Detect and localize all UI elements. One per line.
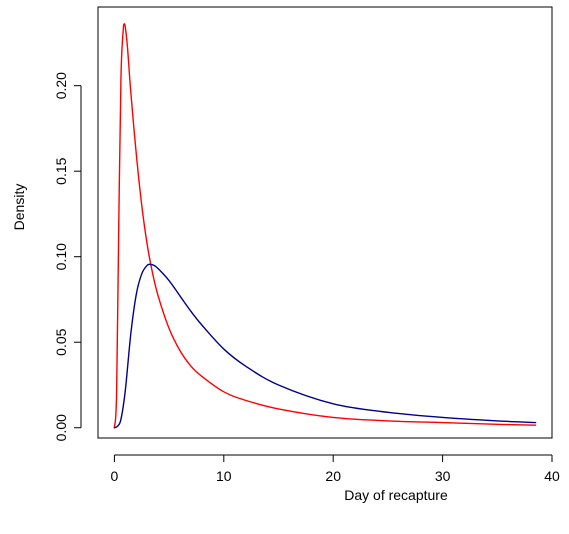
x-tick-label: 20 bbox=[325, 468, 341, 484]
x-tick-label: 10 bbox=[216, 468, 232, 484]
y-axis: 0.00 0.05 0.10 0.15 0.20 bbox=[53, 72, 82, 441]
series-line-red bbox=[113, 23, 537, 429]
series-group bbox=[113, 23, 537, 429]
x-axis-title: Day of recapture bbox=[344, 487, 448, 503]
x-tick-label: 0 bbox=[111, 468, 119, 484]
y-tick-label: 0.10 bbox=[53, 243, 69, 270]
series-line-blue bbox=[113, 263, 537, 429]
plot-frame bbox=[97, 6, 553, 439]
y-axis-title: Density bbox=[11, 184, 27, 231]
y-tick-label: 0.00 bbox=[53, 414, 69, 441]
x-tick-label: 30 bbox=[435, 468, 451, 484]
x-tick-label: 40 bbox=[544, 468, 560, 484]
y-tick-label: 0.15 bbox=[53, 157, 69, 184]
x-axis: 0 10 20 30 40 bbox=[111, 454, 560, 484]
y-tick-label: 0.20 bbox=[53, 72, 69, 99]
y-tick-label: 0.05 bbox=[53, 328, 69, 355]
